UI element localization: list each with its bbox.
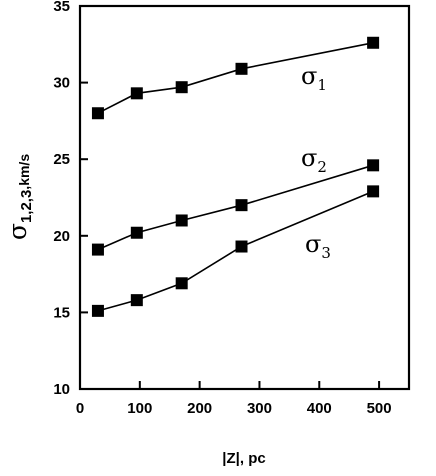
y-axis-subscript: 1,2,3 (18, 190, 35, 223)
series-labels: σ1 σ2 σ3 (301, 62, 331, 262)
plot-frame (78, 4, 411, 391)
y-tick-label: 35 (53, 0, 70, 15)
data-point-sigma1 (130, 87, 143, 100)
y-tick-label: 15 (53, 304, 70, 321)
x-tick-label: 0 (76, 400, 84, 417)
data-point-sigma3 (367, 185, 380, 198)
series-line-sigma3 (97, 190, 374, 312)
x-tick-label: 100 (127, 400, 152, 417)
data-point-sigma1 (91, 107, 104, 120)
data-point-sigma1 (175, 81, 188, 94)
series-label-sigma2: σ2 (301, 144, 327, 176)
x-tick-label: 400 (307, 400, 332, 417)
data-point-sigma3 (235, 240, 248, 253)
y-axis-title: σ1,2,3,km/s (3, 154, 35, 240)
series-label-sigma1: σ1 (301, 62, 327, 94)
svg-text:σ1,2,3,km/s: σ1,2,3,km/s (3, 154, 35, 240)
data-point-sigma2 (367, 159, 380, 172)
x-tick-label: 300 (247, 400, 272, 417)
series-lines (97, 42, 374, 312)
x-tick-label: 500 (367, 400, 392, 417)
y-tick-label: 20 (53, 228, 70, 245)
series-line-sigma1 (97, 42, 374, 114)
data-point-sigma1 (235, 62, 248, 75)
y-tick-label: 10 (53, 381, 70, 398)
data-point-sigma3 (130, 294, 143, 307)
data-point-sigma3 (175, 277, 188, 290)
y-tick-label: 25 (53, 151, 70, 168)
data-point-sigma2 (235, 199, 248, 212)
y-axis-unit: ,km/s (16, 154, 32, 190)
data-point-sigma1 (367, 36, 380, 49)
ticks: 0 100 200 300 400 500 10 15 20 25 30 35 (53, 0, 391, 417)
series-label-sigma3: σ3 (305, 230, 331, 262)
y-axis-symbol: σ (3, 223, 32, 240)
data-point-sigma2 (91, 243, 104, 256)
x-tick-label: 200 (187, 400, 212, 417)
series-markers (91, 36, 380, 317)
y-tick-label: 30 (53, 75, 70, 92)
data-point-sigma2 (175, 214, 188, 227)
x-axis-title: |Z|, pc (222, 450, 265, 467)
data-point-sigma2 (130, 226, 143, 239)
data-point-sigma3 (91, 304, 104, 317)
